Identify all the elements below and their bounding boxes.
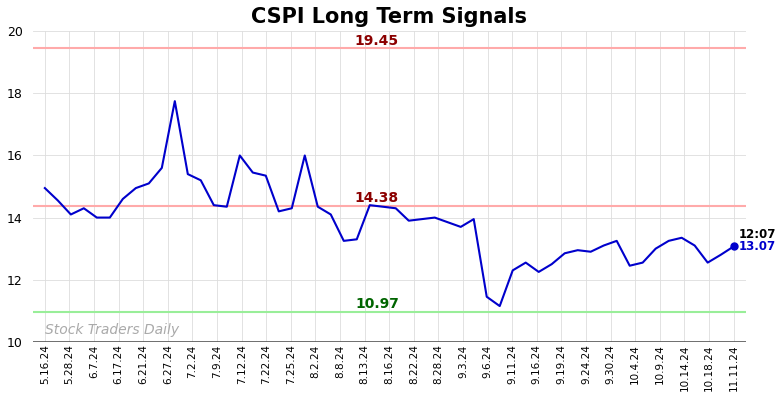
Text: 10.97: 10.97 xyxy=(355,297,399,311)
Text: 14.38: 14.38 xyxy=(355,191,399,205)
Text: 12:07: 12:07 xyxy=(739,228,776,241)
Text: Stock Traders Daily: Stock Traders Daily xyxy=(45,323,180,337)
Title: CSPI Long Term Signals: CSPI Long Term Signals xyxy=(251,7,528,27)
Text: 19.45: 19.45 xyxy=(355,33,399,48)
Text: 13.07: 13.07 xyxy=(739,240,775,253)
